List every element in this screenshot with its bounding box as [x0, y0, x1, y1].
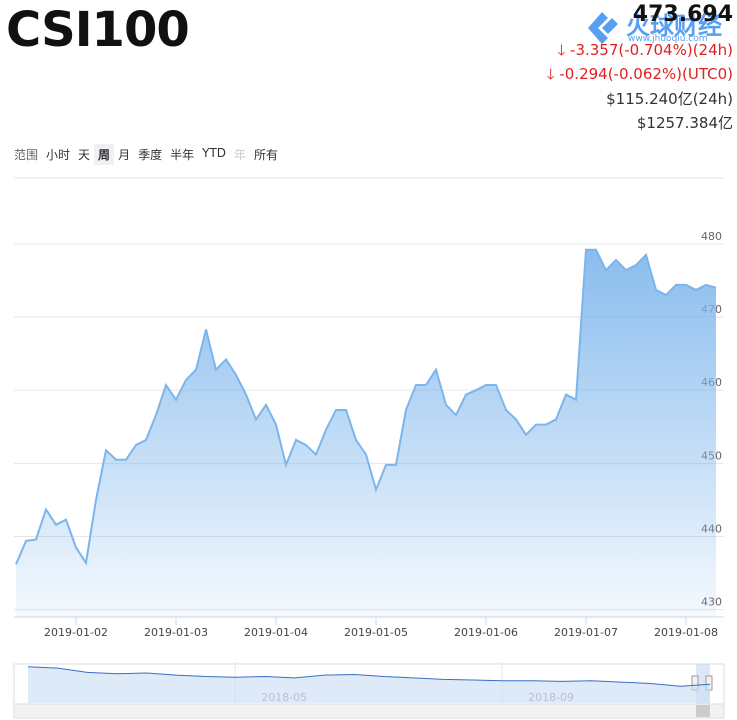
range-option[interactable]: 所有 [254, 148, 279, 162]
logo [588, 12, 618, 44]
x-tick-label: 2019-01-06 [454, 626, 518, 639]
x-tick-label: 2019-01-04 [244, 626, 308, 639]
x-tick-label: 2019-01-03 [144, 626, 208, 639]
range-option[interactable]: 月 [118, 148, 131, 162]
line [27, 666, 711, 687]
scroll-thumb[interactable] [696, 705, 710, 717]
watermark-url: www.jhuoqiu.com [628, 34, 708, 44]
price: 473.694 [632, 2, 733, 27]
range-option[interactable]: 季度 [138, 148, 163, 162]
title: CSI100 [6, 2, 190, 58]
x-tick-label: 2019-01-05 [344, 626, 408, 639]
range-bar: 范围 小时天周月季度 半年 YTD 年所有 [14, 144, 282, 165]
volume: $115.240亿(24h) [606, 90, 733, 108]
watermark-name: 火球财经 [626, 12, 722, 40]
area [28, 666, 710, 703]
range-option[interactable]: 小时 [46, 148, 71, 162]
x-tick-label: 2019-01-08 [654, 626, 718, 639]
scrollbar[interactable] [13, 703, 725, 719]
y-tick-label: 480 [701, 230, 722, 243]
change-24h-row: 🡓 -3.357(-0.704%)(24h) [557, 41, 733, 59]
range-option[interactable]: 年 [234, 148, 247, 162]
range-option[interactable]: 天 [78, 148, 91, 162]
change-utc0-row: 🡓 -0.294(-0.062%)(UTC0) [546, 65, 733, 83]
line [15, 248, 717, 566]
range-label: 范围 [14, 148, 39, 162]
area [16, 249, 716, 617]
change-utc0: -0.294(-0.062%)(UTC0) [559, 65, 733, 83]
range-option[interactable]: 周 [94, 144, 115, 165]
market-cap: $1257.384亿 [636, 114, 733, 132]
watermark: 火球财经 www.jhuoqiu.com [582, 8, 722, 52]
x-tick-label: 2019-01-07 [554, 626, 618, 639]
x-tick-label: 2019-01-02 [44, 626, 108, 639]
header: CSI100 火球财经 www.jhuoqiu.com 473.694 🡓 -3… [0, 0, 737, 140]
change-24h: -3.357(-0.704%)(24h) [570, 41, 733, 59]
range-option[interactable]: YTD [202, 146, 227, 160]
range-option[interactable]: 半年 [170, 148, 195, 162]
